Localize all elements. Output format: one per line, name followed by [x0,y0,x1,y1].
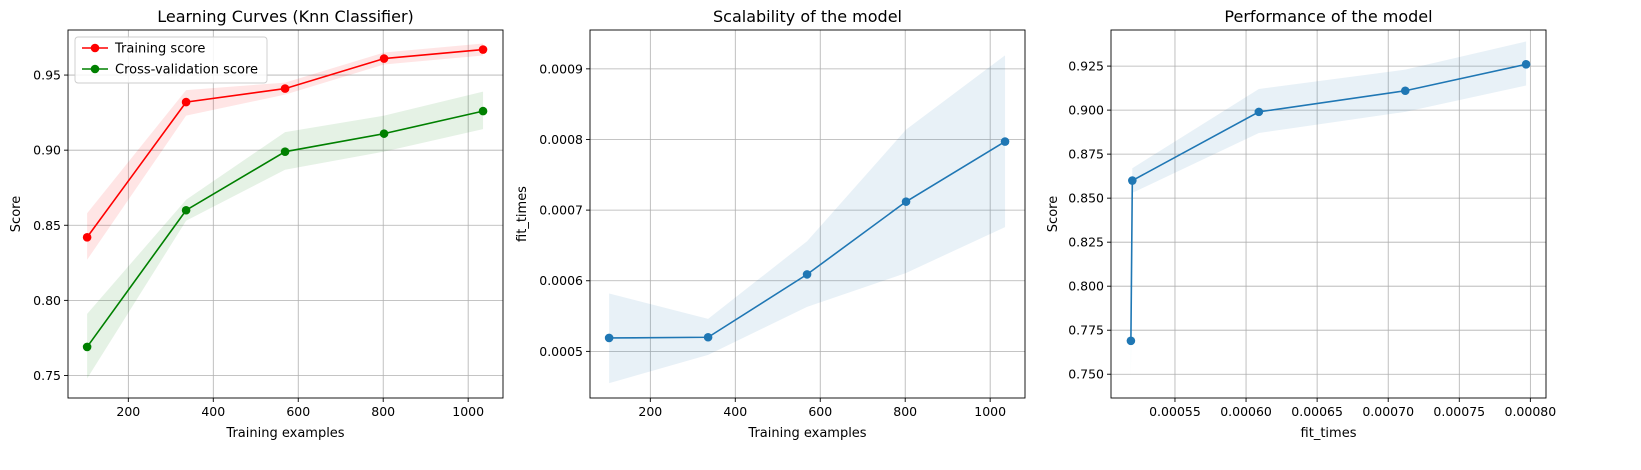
data-point [1128,176,1137,185]
y-tick-label: 0.750 [1068,367,1104,382]
data-point [280,84,290,93]
legend-label: Cross-validation score [115,63,258,78]
x-tick-label: 0.00080 [1505,404,1557,419]
data-point [703,332,713,342]
y-tick-label: 0.95 [33,68,61,83]
y-tick-label: 0.0006 [539,273,583,288]
y-tick-label: 0.0005 [539,344,583,359]
data-point [1000,137,1010,146]
data-point [280,147,290,156]
confidence-band [87,91,484,379]
legend-marker [90,64,100,74]
chart-title: Performance of the model [1224,7,1432,26]
confidence-band [1130,41,1527,378]
data-point [181,97,191,107]
data-point [379,54,389,63]
y-axis-label: Score [9,196,24,232]
chart-title: Learning Curves (Knn Classifier) [157,7,414,26]
legend-label: Training score [114,42,205,57]
x-tick-label: 0.00055 [1149,404,1201,419]
data-point [802,270,812,279]
x-tick-label: 200 [638,404,662,419]
data-point [82,232,92,242]
confidence-band [87,43,484,260]
data-point [82,342,92,352]
y-axis-label: Score [1046,196,1061,232]
confidence-band [609,55,1006,384]
chart-title: Scalability of the model [713,7,902,26]
data-point [1126,336,1136,346]
x-tick-label: 0.00075 [1433,404,1485,419]
y-tick-label: 0.75 [33,368,61,383]
legend: Training score Cross-validation score [74,36,268,84]
x-axis-label: fit_times [1301,426,1357,441]
chart-2: 200 400 600 800 1000 0.0005 0.0006 0.0007 0.0008… [515,7,1026,441]
data-point [604,333,614,343]
data-point [181,205,191,215]
data-point [379,129,389,138]
x-axis-label: Training examples [225,426,344,441]
y-tick-label: 0.850 [1068,191,1104,206]
x-axis-label: Training examples [747,426,866,441]
x-tick-label: 400 [201,404,225,419]
grid [1111,30,1546,398]
y-tick-label: 0.800 [1068,279,1104,294]
y-tick-label: 0.900 [1068,103,1104,118]
x-tick-label: 1000 [974,404,1006,419]
x-tick-label: 1000 [452,404,484,419]
data-point [1400,86,1410,96]
legend-box [74,36,268,84]
x-tick-label: 0.00060 [1220,404,1272,419]
x-tick-label: 0.00070 [1362,404,1414,419]
y-tick-label: 0.775 [1068,323,1104,338]
y-tick-label: 0.0009 [539,61,583,76]
x-tick-label: 200 [116,404,140,419]
axes-frame [67,29,504,399]
x-tick-label: 800 [371,404,395,419]
x-tick-label: 0.00065 [1291,404,1343,419]
data-point [1254,107,1264,117]
y-tick-label: 0.825 [1068,235,1104,250]
chart-1: 200 400 600 800 1000 0.75 0.80 0.85 0.90 0.95 Lear… [9,7,504,441]
y-tick-label: 0.875 [1068,147,1104,162]
legend-marker [90,43,100,53]
data-point [1521,60,1531,69]
chart-3: 0.00055 0.00060 0.00065 0.00070 0.00075 0.000… [1046,7,1556,441]
y-axis-label: fit_times [515,186,530,242]
y-tick-label: 0.85 [33,218,61,233]
data-point [478,106,488,116]
grid [590,30,1025,398]
x-tick-label: 400 [723,404,747,419]
x-tick-label: 800 [893,404,917,419]
axes-frame [589,29,1026,399]
y-tick-label: 0.80 [33,293,61,308]
x-tick-label: 600 [286,404,310,419]
y-tick-label: 0.925 [1068,59,1104,74]
data-point [901,197,911,206]
y-tick-label: 0.0007 [539,203,583,218]
y-tick-label: 0.90 [33,143,61,158]
x-tick-label: 600 [808,404,832,419]
data-point [478,45,488,54]
y-tick-label: 0.0008 [539,132,583,147]
axes-frame [1110,29,1547,399]
